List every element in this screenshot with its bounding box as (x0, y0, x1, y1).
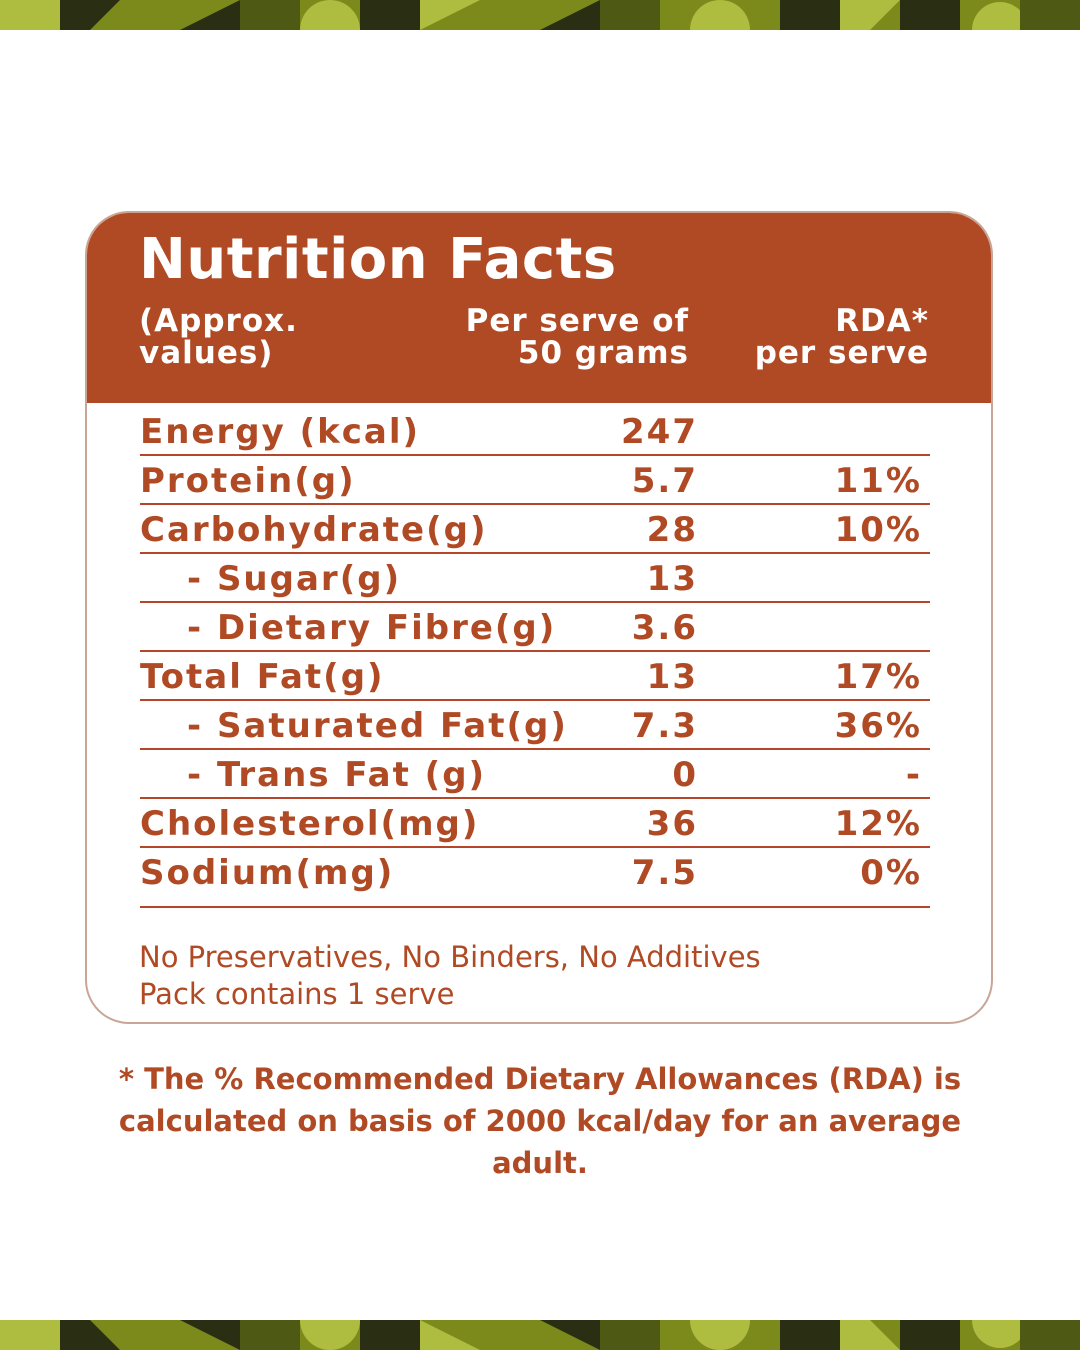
panel-title: Nutrition Facts (139, 227, 617, 292)
nutrient-value: 7.3 (631, 706, 698, 746)
nutrient-label: Protein(g) (140, 461, 356, 501)
nutrient-rda: 17% (834, 657, 922, 697)
nutrient-label: - Saturated Fat(g) (187, 706, 568, 746)
rda-footnote: * The % Recommended Dietary Allowances (… (118, 1062, 962, 1180)
nutrient-rda: 11% (834, 461, 922, 501)
nutrient-value: 3.6 (631, 608, 698, 648)
nutrient-row-cholesterol: Cholesterol(mg) 36 12% (140, 799, 930, 848)
nutrient-table: Energy (kcal) 247 Protein(g) 5.7 11% Car… (140, 407, 930, 908)
nutrient-label: Energy (kcal) (140, 412, 421, 452)
column-header-approx-values: (Approx. values) (139, 303, 298, 371)
nutrient-value: 13 (646, 559, 698, 599)
nutrient-row-protein: Protein(g) 5.7 11% (140, 456, 930, 505)
nutrient-label: - Trans Fat (g) (187, 755, 487, 795)
decorative-top-band (0, 0, 1080, 30)
product-notes: No Preservatives, No Binders, No Additiv… (139, 939, 761, 1013)
nutrient-row-total-fat: Total Fat(g) 13 17% (140, 652, 930, 701)
nutrient-row-sugar: - Sugar(g) 13 (140, 554, 930, 603)
nutrient-rda: - (905, 755, 922, 795)
panel-header: Nutrition Facts (Approx. values) Per ser… (87, 213, 991, 403)
nutrient-value: 0 (672, 755, 698, 795)
nutrient-row-energy: Energy (kcal) 247 (140, 407, 930, 456)
nutrient-label: - Dietary Fibre(g) (187, 608, 557, 648)
nutrient-rda: 36% (834, 706, 922, 746)
nutrient-rda: 0% (860, 853, 922, 893)
nutrient-value: 28 (646, 510, 698, 550)
notes-line-additives: No Preservatives, No Binders, No Additiv… (139, 940, 761, 974)
nutrient-row-sodium: Sodium(mg) 7.5 0% (140, 848, 930, 908)
nutrition-facts-panel: Nutrition Facts (Approx. values) Per ser… (85, 211, 993, 1024)
nutrient-value: 247 (621, 412, 698, 452)
nutrient-label: Total Fat(g) (140, 657, 385, 697)
nutrient-rda: 12% (834, 804, 922, 844)
nutrient-value: 7.5 (631, 853, 698, 893)
nutrient-row-dietary-fibre: - Dietary Fibre(g) 3.6 (140, 603, 930, 652)
nutrient-rda: 10% (834, 510, 922, 550)
nutrient-label: Cholesterol(mg) (140, 804, 480, 844)
nutrient-label: Carbohydrate(g) (140, 510, 488, 550)
nutrient-row-carbohydrate: Carbohydrate(g) 28 10% (140, 505, 930, 554)
column-header-per-serve: Per serve of 50 grams (465, 303, 689, 371)
nutrient-value: 5.7 (631, 461, 698, 501)
notes-line-serve: Pack contains 1 serve (139, 977, 455, 1011)
nutrient-value: 13 (646, 657, 698, 697)
column-header-rda: RDA* per serve (754, 303, 929, 371)
nutrient-label: - Sugar(g) (187, 559, 402, 599)
nutrient-label: Sodium(mg) (140, 853, 395, 893)
nutrient-row-trans-fat: - Trans Fat (g) 0 - (140, 750, 930, 799)
decorative-bottom-band (0, 1320, 1080, 1350)
nutrient-row-saturated-fat: - Saturated Fat(g) 7.3 36% (140, 701, 930, 750)
nutrient-value: 36 (646, 804, 698, 844)
